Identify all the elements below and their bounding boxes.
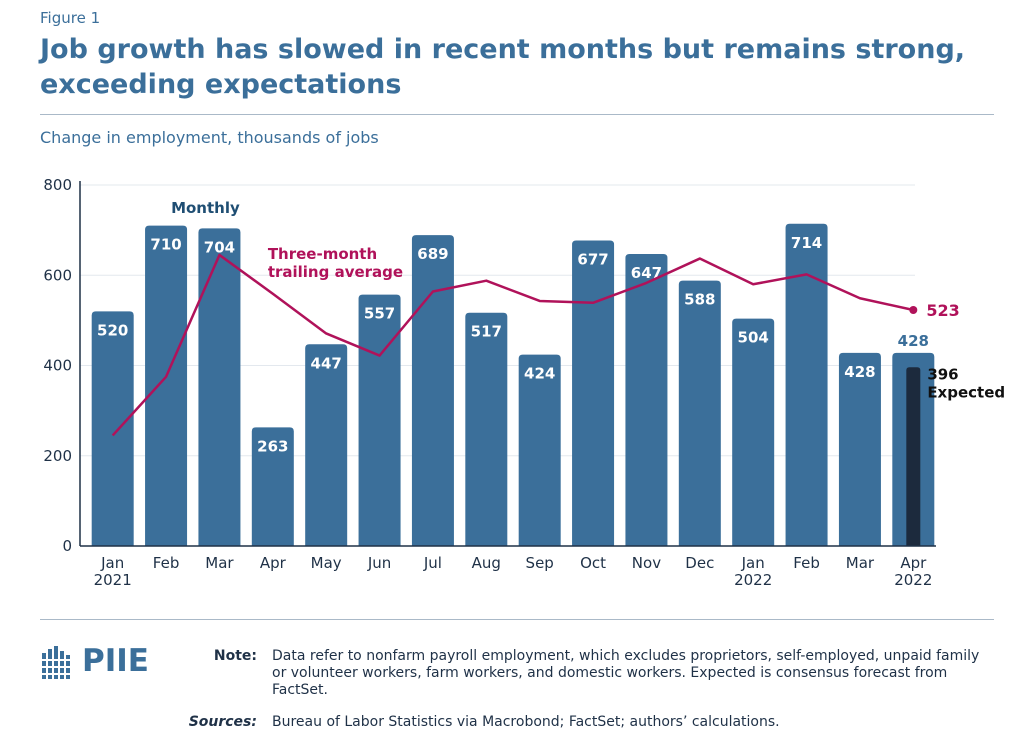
bottom-divider <box>40 619 994 620</box>
x-tick-year-label: 2022 <box>734 571 772 589</box>
bar <box>518 354 561 546</box>
monthly-series-label: Monthly <box>171 199 240 217</box>
x-tick-label: Jan <box>100 554 124 572</box>
bar-value-label: 677 <box>577 251 608 269</box>
bar <box>572 240 615 546</box>
x-tick-label: Dec <box>685 554 714 572</box>
average-line <box>111 253 914 437</box>
average-end-point <box>909 305 918 314</box>
bar <box>625 254 668 546</box>
sources-label: Sources: <box>188 714 257 730</box>
bar <box>251 427 294 546</box>
y-tick-label: 800 <box>43 176 72 194</box>
y-tick-label: 200 <box>43 447 72 465</box>
x-tick-label: Apr <box>900 554 927 572</box>
x-tick-label: Jun <box>367 554 391 572</box>
x-tick-label: Oct <box>580 554 606 572</box>
x-tick-label: Jan <box>741 554 765 572</box>
sources-text: Bureau of Labor Statistics via Macrobond… <box>272 714 780 730</box>
bar-value-label: 704 <box>204 238 235 256</box>
y-tick-label: 400 <box>43 357 72 375</box>
bar-value-label: 428 <box>844 363 875 381</box>
x-tick-year-label: 2022 <box>894 571 932 589</box>
bar <box>678 280 721 546</box>
bar <box>732 318 775 546</box>
x-tick-label: Aug <box>472 554 501 572</box>
y-tick-label: 0 <box>62 537 72 555</box>
x-tick-label: Jul <box>423 554 442 572</box>
x-tick-label: Feb <box>153 554 180 572</box>
bar-value-label: 447 <box>311 354 342 372</box>
x-tick-label: Feb <box>793 554 820 572</box>
average-end-label: 523 <box>926 301 959 320</box>
piie-logo-icon <box>40 646 72 679</box>
y-tick-label: 600 <box>43 266 72 284</box>
bar <box>145 225 188 547</box>
x-tick-label: Mar <box>846 554 875 572</box>
average-series-label-line2: trailing average <box>268 263 403 281</box>
bar <box>411 235 454 546</box>
bar-value-label: 647 <box>631 264 662 282</box>
expected-value-label: 396 <box>927 365 958 383</box>
figure-label: Figure 1 <box>40 9 101 27</box>
x-tick-label: May <box>311 554 342 572</box>
bar-value-label: 710 <box>150 236 181 254</box>
bar-value-label: 504 <box>738 329 769 347</box>
bar-value-label: 263 <box>257 437 288 455</box>
bar-value-label: 520 <box>97 321 128 339</box>
bar <box>305 344 348 546</box>
bar-value-label: 517 <box>471 323 502 341</box>
chart-subtitle: Change in employment, thousands of jobs <box>40 128 379 147</box>
x-tick-label: Apr <box>260 554 287 572</box>
bar <box>91 311 134 546</box>
top-divider <box>40 114 994 115</box>
bar <box>838 352 881 546</box>
piie-logo-text: PIIE <box>82 643 149 679</box>
expected-text-label: Expected <box>927 383 1005 401</box>
bar-value-label: 428 <box>898 332 929 350</box>
note-text: Data refer to nonfarm payroll employment… <box>272 648 980 698</box>
bar-value-label: 557 <box>364 305 395 323</box>
bar-value-label: 588 <box>684 291 715 309</box>
bar-value-label: 424 <box>524 365 555 383</box>
bar <box>465 312 508 546</box>
bar-value-label: 689 <box>417 245 448 263</box>
chart-title: Job growth has slowed in recent months b… <box>40 34 966 100</box>
x-tick-year-label: 2021 <box>94 571 132 589</box>
bar <box>785 223 828 546</box>
expected-bar <box>906 367 921 546</box>
average-series-label: Three-month <box>268 245 377 263</box>
x-tick-label: Nov <box>632 554 661 572</box>
job-growth-chart: 0 200 400 600 800 520 710 704 263 447 557 689 517 424… <box>43 176 1005 589</box>
bar <box>198 228 241 546</box>
bar <box>358 294 401 546</box>
x-tick-label: Sep <box>526 554 554 572</box>
note-label: Note: <box>213 648 257 664</box>
x-tick-label: Mar <box>205 554 234 572</box>
bar-value-label: 714 <box>791 234 822 252</box>
